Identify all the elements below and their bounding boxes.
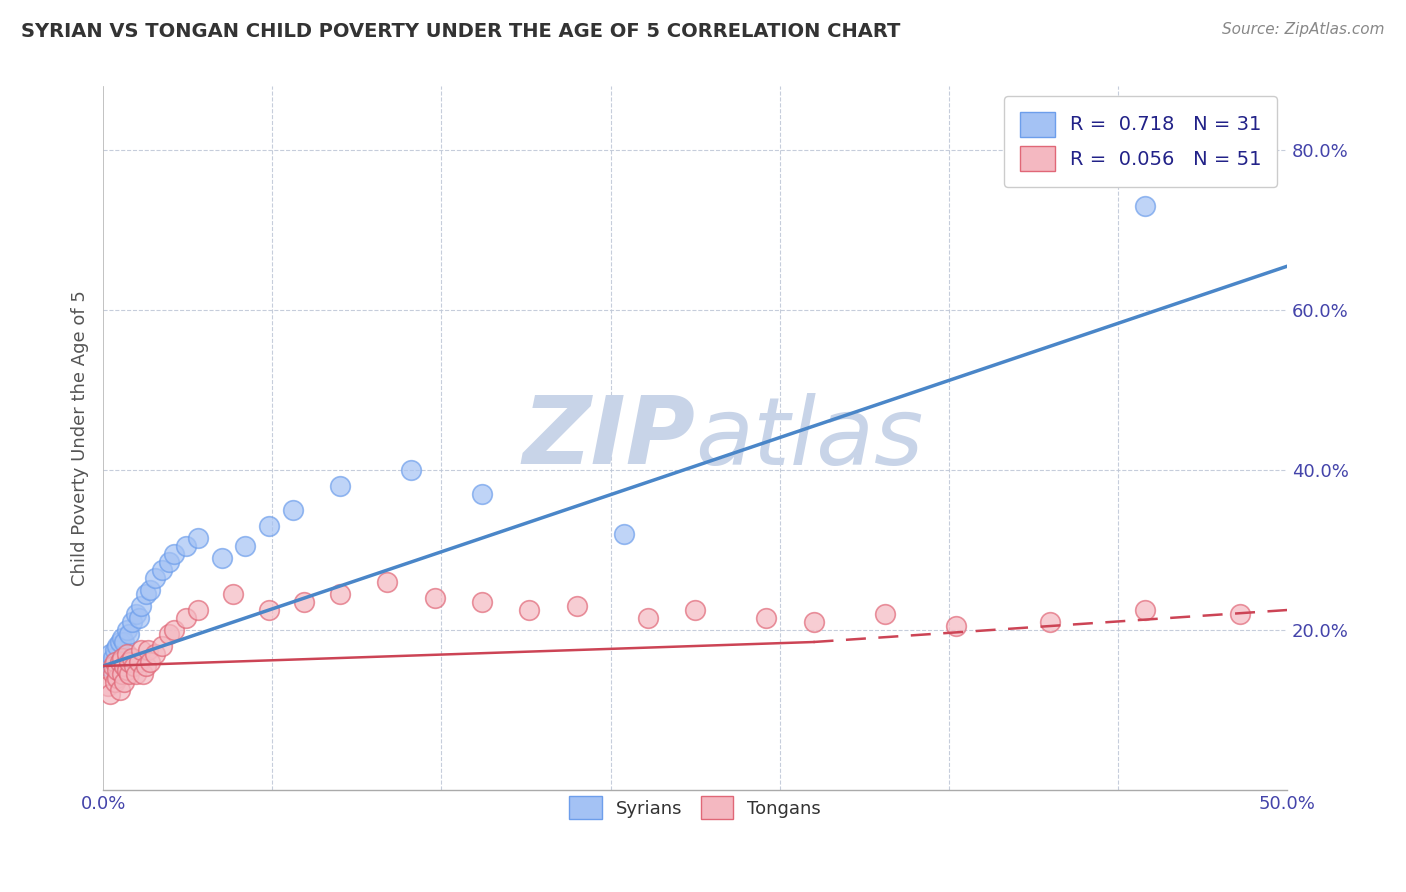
- Point: [257, 603, 280, 617]
- Point: [211, 551, 233, 566]
- Point: [101, 651, 124, 665]
- Point: [423, 591, 446, 605]
- Point: [108, 655, 131, 669]
- Point: [111, 651, 134, 665]
- Text: Source: ZipAtlas.com: Source: ZipAtlas.com: [1222, 22, 1385, 37]
- Point: [121, 651, 143, 665]
- Point: [257, 519, 280, 533]
- Point: [1039, 615, 1062, 629]
- Point: [143, 647, 166, 661]
- Point: [98, 687, 121, 701]
- Point: [135, 659, 157, 673]
- Point: [118, 655, 141, 669]
- Text: atlas: atlas: [695, 392, 924, 483]
- Point: [755, 611, 778, 625]
- Point: [105, 671, 128, 685]
- Point: [174, 539, 197, 553]
- Point: [104, 655, 127, 669]
- Text: ZIP: ZIP: [522, 392, 695, 484]
- Point: [125, 667, 148, 681]
- Point: [136, 643, 159, 657]
- Point: [174, 611, 197, 625]
- Point: [135, 587, 157, 601]
- Point: [118, 627, 141, 641]
- Legend: Syrians, Tongans: Syrians, Tongans: [554, 781, 835, 834]
- Point: [187, 603, 209, 617]
- Point: [125, 607, 148, 621]
- Point: [873, 607, 896, 621]
- Point: [471, 487, 494, 501]
- Point: [108, 635, 131, 649]
- Point: [143, 571, 166, 585]
- Point: [803, 615, 825, 629]
- Point: [128, 611, 150, 625]
- Point: [114, 659, 136, 673]
- Point: [129, 599, 152, 613]
- Point: [129, 643, 152, 657]
- Point: [114, 635, 136, 649]
- Point: [187, 531, 209, 545]
- Point: [150, 563, 173, 577]
- Point: [163, 623, 186, 637]
- Point: [98, 647, 121, 661]
- Point: [294, 595, 316, 609]
- Point: [222, 587, 245, 601]
- Text: SYRIAN VS TONGAN CHILD POVERTY UNDER THE AGE OF 5 CORRELATION CHART: SYRIAN VS TONGAN CHILD POVERTY UNDER THE…: [21, 22, 900, 41]
- Point: [114, 675, 136, 690]
- Point: [105, 663, 128, 677]
- Point: [1133, 603, 1156, 617]
- Point: [329, 587, 352, 601]
- Y-axis label: Child Poverty Under the Age of 5: Child Poverty Under the Age of 5: [72, 290, 89, 586]
- Point: [122, 659, 145, 673]
- Point: [163, 547, 186, 561]
- Point: [115, 623, 138, 637]
- Point: [111, 667, 134, 681]
- Point: [128, 655, 150, 669]
- Point: [375, 575, 398, 590]
- Point: [101, 667, 124, 681]
- Point: [132, 667, 155, 681]
- Point: [104, 643, 127, 657]
- Point: [121, 615, 143, 629]
- Point: [104, 675, 127, 690]
- Point: [111, 631, 134, 645]
- Point: [613, 527, 636, 541]
- Point: [945, 619, 967, 633]
- Point: [399, 463, 422, 477]
- Point: [139, 655, 162, 669]
- Point: [115, 647, 138, 661]
- Point: [329, 479, 352, 493]
- Point: [565, 599, 588, 613]
- Point: [233, 539, 256, 553]
- Point: [139, 582, 162, 597]
- Point: [97, 679, 120, 693]
- Point: [105, 639, 128, 653]
- Point: [471, 595, 494, 609]
- Point: [683, 603, 706, 617]
- Point: [517, 603, 540, 617]
- Point: [115, 663, 138, 677]
- Point: [159, 555, 181, 569]
- Point: [101, 659, 124, 673]
- Point: [97, 659, 120, 673]
- Point: [118, 667, 141, 681]
- Point: [637, 611, 659, 625]
- Point: [281, 503, 304, 517]
- Point: [1229, 607, 1251, 621]
- Point: [159, 627, 181, 641]
- Point: [108, 683, 131, 698]
- Point: [1133, 199, 1156, 213]
- Point: [150, 639, 173, 653]
